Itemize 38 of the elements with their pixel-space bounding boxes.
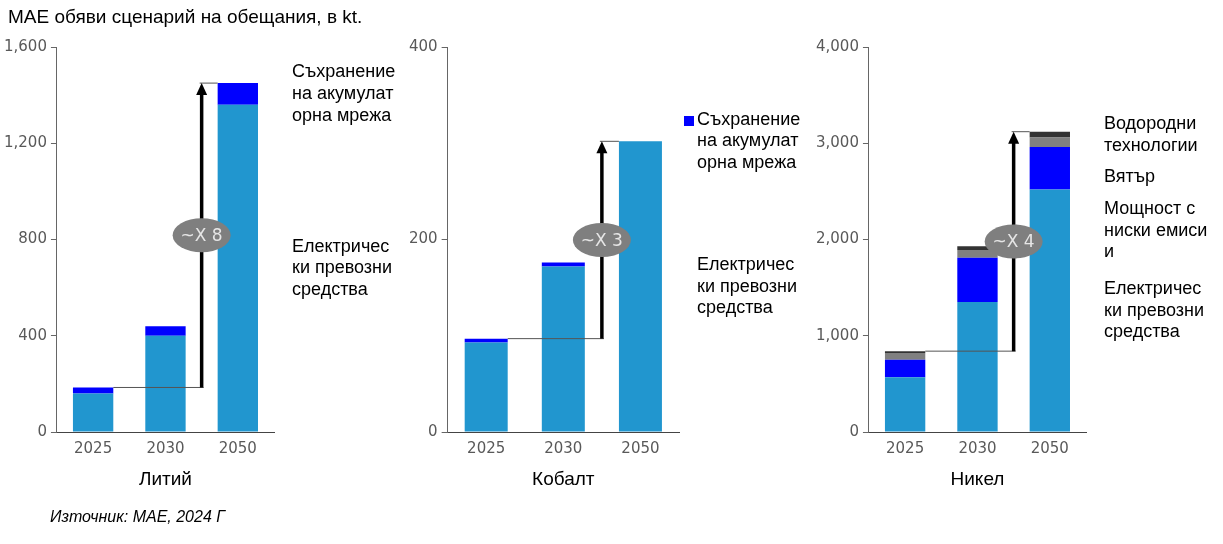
series-label: Електрически превозни средства <box>1104 278 1208 343</box>
y-tick-label: 2,000 <box>815 229 859 248</box>
y-tick-label: 0 <box>428 421 438 440</box>
y-tick-label: 200 <box>408 229 438 248</box>
y-tick-label: 1,000 <box>815 325 859 344</box>
y-tick-label: 400 <box>408 36 438 55</box>
series-label: Електрически превозни средства <box>697 254 801 319</box>
x-tick-label: 2025 <box>886 438 925 457</box>
series-label: Водородни технологии <box>1104 113 1208 157</box>
x-tick-label: 2050 <box>621 438 660 457</box>
x-tick-label: 2025 <box>467 438 506 457</box>
x-axis-title: Кобалт <box>531 468 596 490</box>
x-axis-title: Никел <box>949 468 1006 490</box>
series-label: Електрически превозни средства <box>292 235 397 301</box>
x-tick-label: 2050 <box>1030 438 1069 457</box>
text: Източник: МАЕ, 2024 Г <box>50 508 225 526</box>
series-label: Съхранение на акумулаторна мрежа <box>292 61 397 127</box>
x-tick-label: 2030 <box>958 438 997 457</box>
x-tick-label: 2025 <box>74 438 113 457</box>
x-axis-title: Литий <box>137 468 193 490</box>
legend-label: Съхранение на акумулаторна мрежа <box>697 108 801 174</box>
text: Вятър <box>1104 166 1208 188</box>
series-label: Мощност с ниски емисии <box>1104 198 1208 263</box>
x-tick-label: 2030 <box>544 438 583 457</box>
y-tick-label: 4,000 <box>815 36 859 55</box>
x-tick-label: 2030 <box>146 438 185 457</box>
y-tick-label: 400 <box>18 325 47 344</box>
chart-title: МАЕ обяви сценарий на обещания, в kt. <box>8 6 363 28</box>
y-tick-label: 3,000 <box>815 133 859 152</box>
annotation: ~X 3 <box>580 229 623 250</box>
y-tick-label: 0 <box>37 421 47 440</box>
annotation: ~X 8 <box>180 225 223 246</box>
y-tick-label: 800 <box>18 229 47 248</box>
x-tick-label: 2050 <box>218 438 257 457</box>
y-tick-label: 1,600 <box>3 36 47 55</box>
annotation: ~X 4 <box>992 231 1035 252</box>
y-tick-label: 1,200 <box>3 133 47 152</box>
y-tick-label: 0 <box>849 421 859 440</box>
